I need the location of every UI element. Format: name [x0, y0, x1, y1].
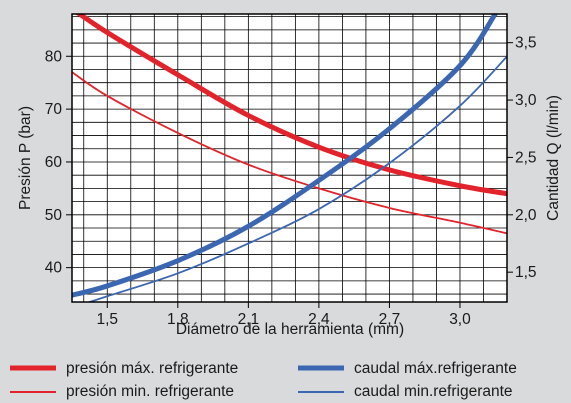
series-line-caudal-max — [72, 14, 498, 298]
series-line-caudal-min — [86, 55, 507, 302]
y-left-tick-label: 50 — [45, 207, 63, 224]
ticks: 1,5 1,8 2,1 2,4 2,7 3,0 40 50 60 70 80 1,5 2,0 2,5 3,0… — [45, 35, 537, 328]
y-right-tick-label: 3,0 — [515, 92, 537, 109]
y-left-tick-label: 40 — [45, 260, 63, 277]
x-tick-label: 2,7 — [379, 311, 401, 328]
y-right-tick-label: 3,5 — [515, 35, 537, 52]
legend-label-qmax: caudal máx.refrigerante — [354, 360, 517, 377]
x-tick-label: 1,5 — [96, 311, 118, 328]
x-axis-label: Diámetro de la herramienta (mm) — [176, 321, 404, 338]
legend: presión máx. refrigerante presión min. r… — [10, 360, 517, 400]
y-right-tick-label: 2,5 — [515, 149, 537, 166]
legend-label-qmin: caudal min.refrigerante — [354, 383, 513, 400]
y-left-tick-label: 80 — [45, 48, 63, 65]
y-axis-label-right: Cantidad Q (l/min) — [545, 95, 562, 221]
series-line-presion-max — [75, 14, 507, 197]
legend-label-pmin: presión min. refrigerante — [66, 383, 234, 400]
plot-background — [72, 14, 507, 302]
series-layer — [72, 14, 507, 302]
x-tick-label: 2,1 — [238, 311, 260, 328]
y-right-tick-label: 1,5 — [515, 264, 537, 281]
y-right-tick-label: 2,0 — [515, 207, 537, 224]
legend-label-pmax: presión máx. refrigerante — [66, 360, 238, 377]
x-tick-label: 3,0 — [449, 311, 471, 328]
y-left-tick-label: 70 — [45, 101, 63, 118]
y-axis-label-left: Presión P (bar) — [17, 106, 34, 210]
x-tick-label: 2,4 — [308, 311, 330, 328]
series-line-presion-min — [72, 71, 507, 235]
grid — [72, 14, 507, 302]
y-left-tick-label: 60 — [45, 154, 63, 171]
plot-frame — [71, 13, 508, 303]
x-tick-label: 1,8 — [167, 311, 189, 328]
